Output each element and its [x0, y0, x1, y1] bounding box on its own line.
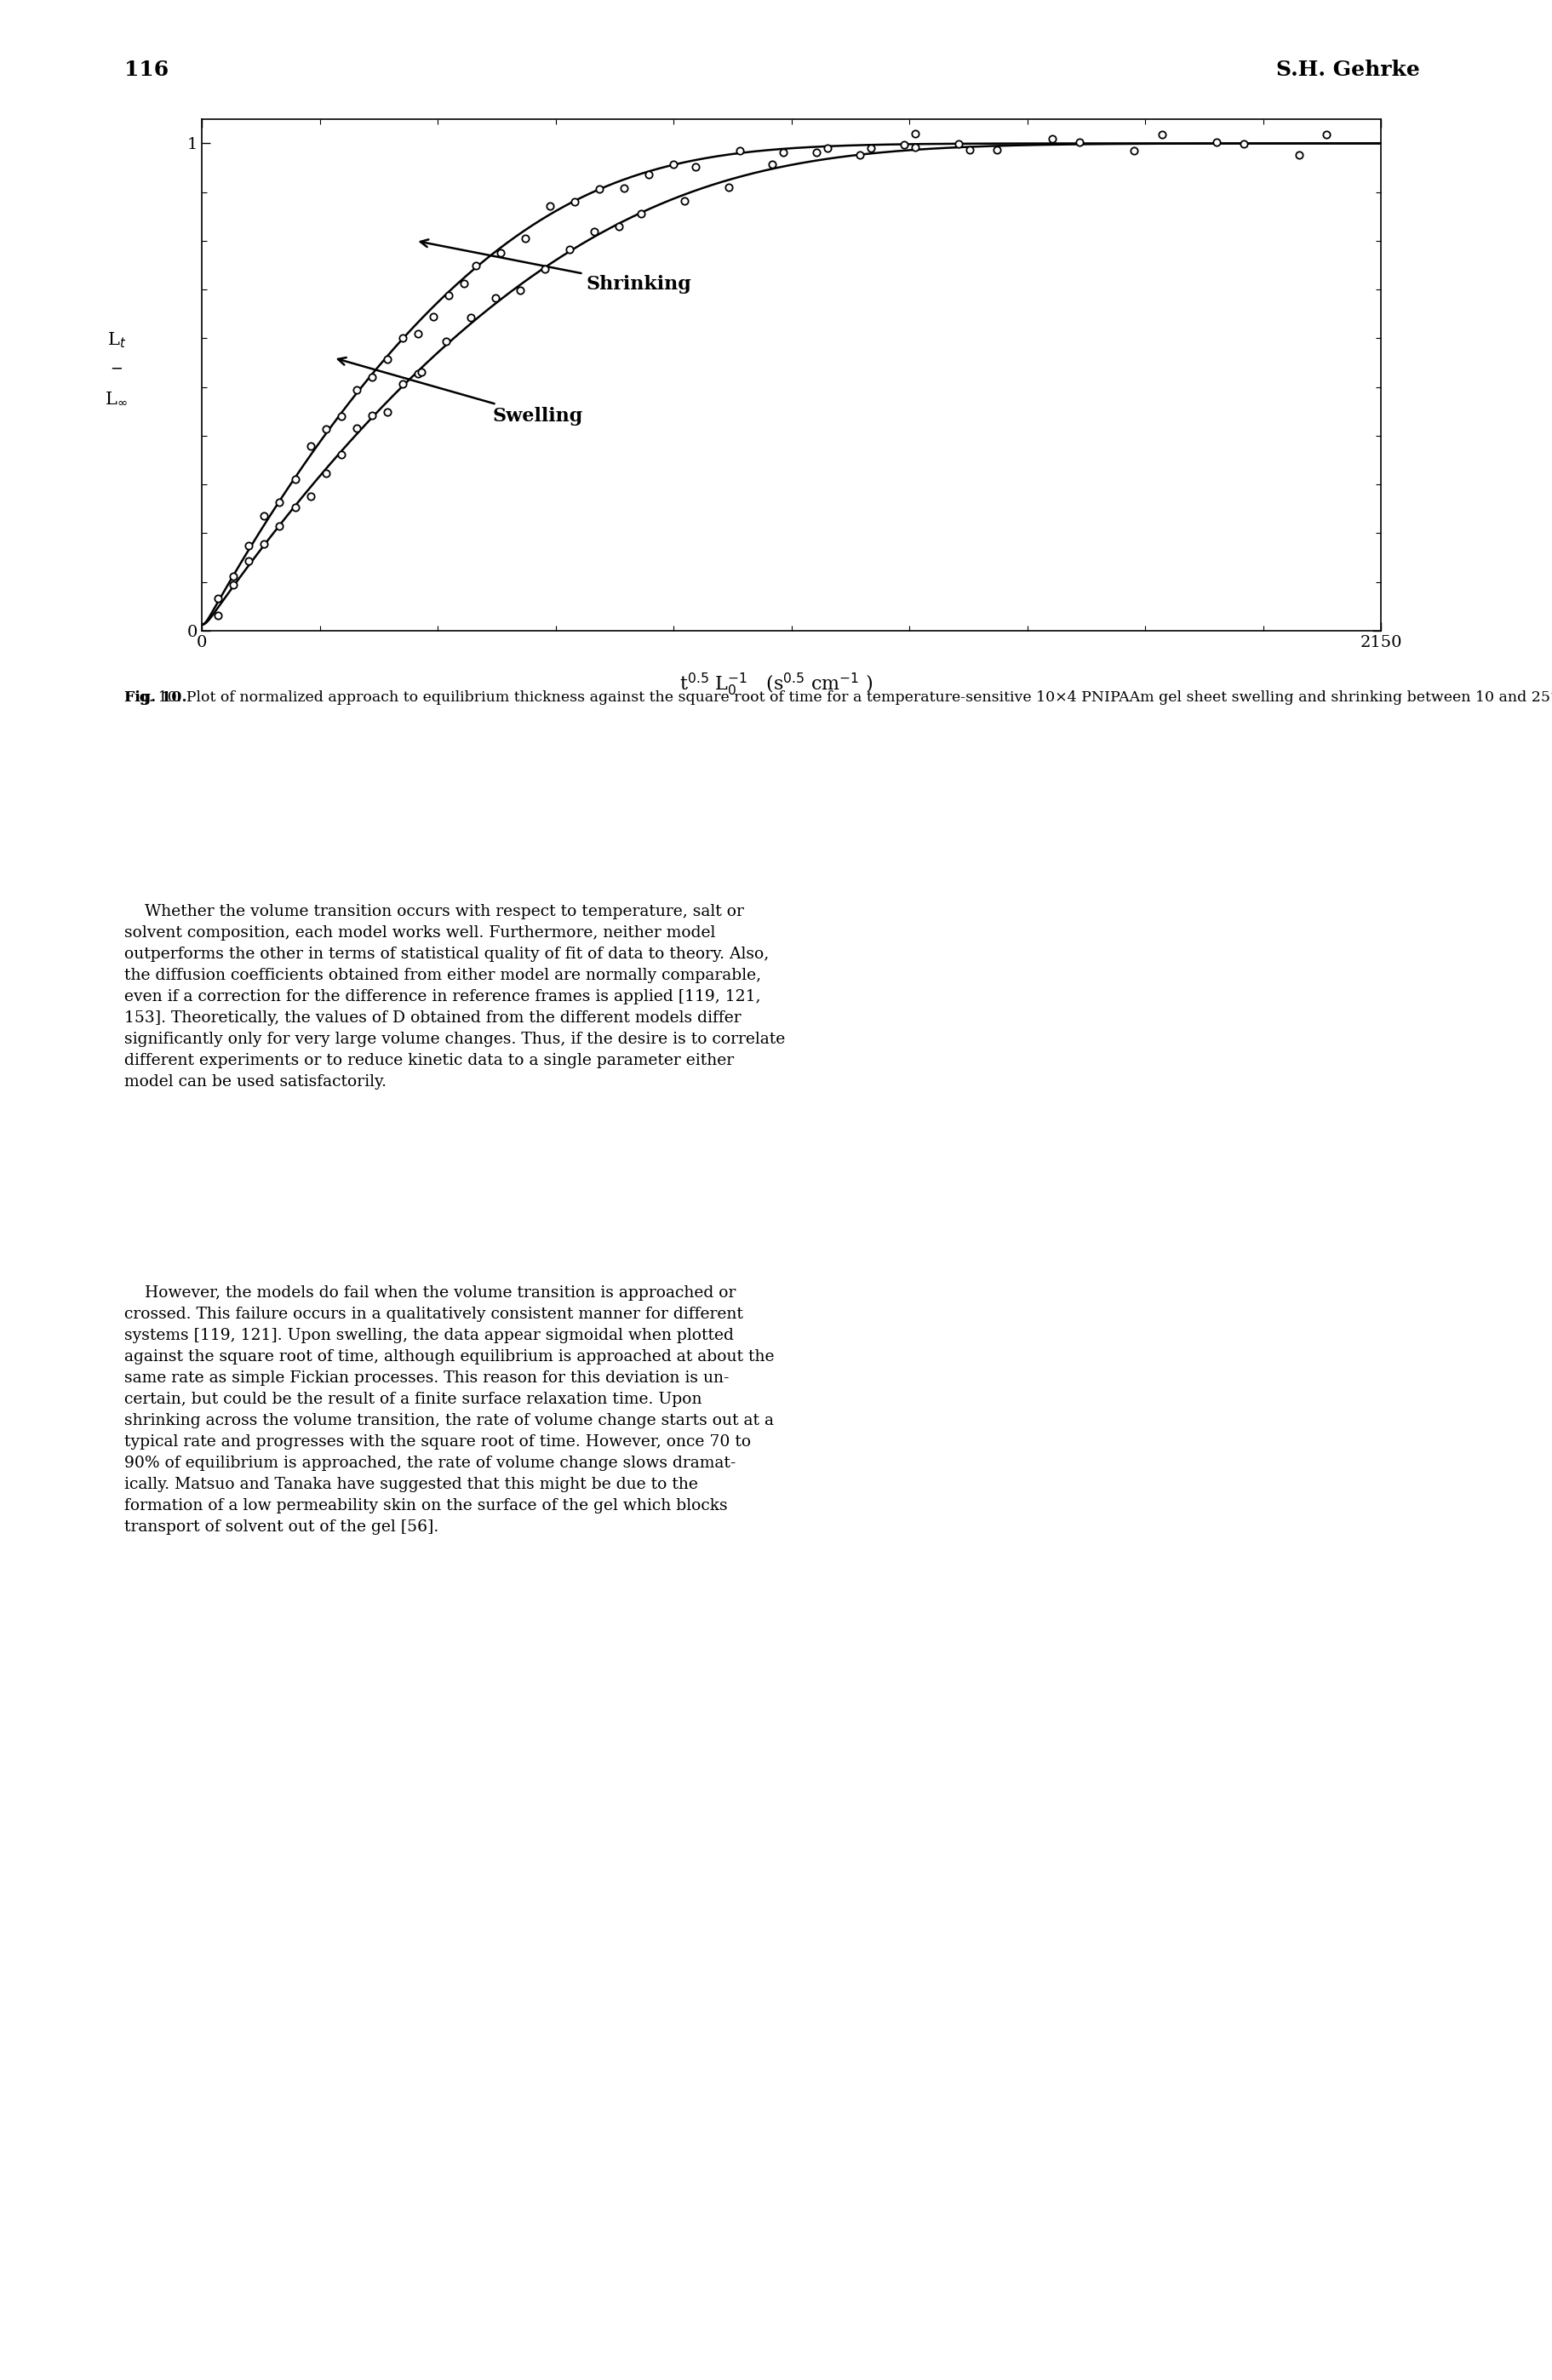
Text: L$_t$: L$_t$ [107, 331, 126, 350]
Text: ─: ─ [112, 362, 121, 376]
Text: 116: 116 [124, 60, 169, 81]
Text: Swelling: Swelling [338, 357, 584, 426]
Text: Fig. 10. Plot of normalized approach to equilibrium thickness against the square: Fig. 10. Plot of normalized approach to … [124, 690, 1552, 704]
Text: However, the models do fail when the volume transition is approached or
crossed.: However, the models do fail when the vol… [124, 1285, 774, 1535]
Text: Whether the volume transition occurs with respect to temperature, salt or
solven: Whether the volume transition occurs wit… [124, 904, 785, 1090]
Text: t$^{0.5}$ L$_0^{-1}$   (s$^{0.5}$ cm$^{-1}$ ): t$^{0.5}$ L$_0^{-1}$ (s$^{0.5}$ cm$^{-1}… [680, 671, 872, 697]
Text: S.H. Gehrke: S.H. Gehrke [1276, 60, 1420, 81]
Text: L$_\infty$: L$_\infty$ [106, 390, 127, 407]
Text: Shrinking: Shrinking [421, 240, 691, 293]
Text: Fig. 10.: Fig. 10. [124, 690, 186, 704]
